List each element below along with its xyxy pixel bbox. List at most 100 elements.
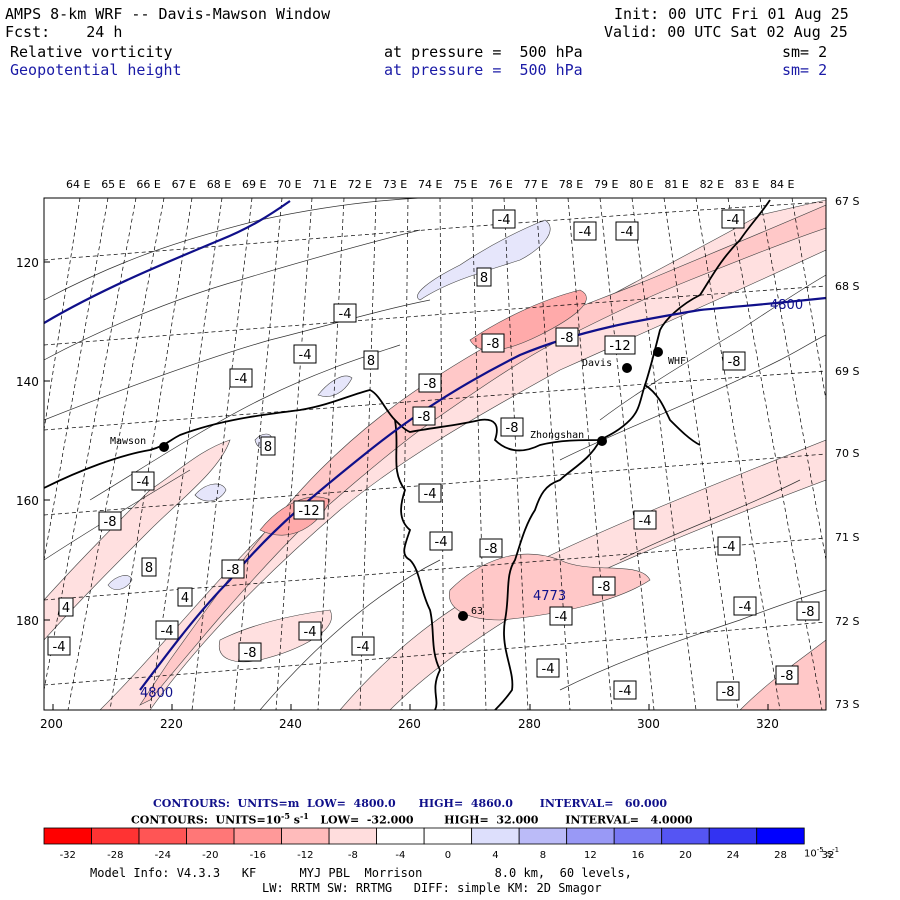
vort-label-text: 8 bbox=[145, 561, 153, 576]
lon-label: 66 E bbox=[136, 178, 160, 191]
contour-info-vort-exp2: -1 bbox=[299, 811, 309, 821]
vort-label-box: 8 bbox=[476, 267, 492, 287]
vort-pos-4 bbox=[107, 575, 133, 590]
lon-label: 69 E bbox=[242, 178, 266, 191]
vort-label-box: 8 bbox=[363, 350, 379, 370]
contour-info-vort-s: s bbox=[289, 813, 300, 827]
vort-label-text: -4 bbox=[435, 535, 448, 550]
height-contour-4800-north bbox=[44, 200, 291, 324]
field1-level: at pressure = 500 hPa bbox=[384, 43, 583, 61]
longitude-gridlines bbox=[44, 198, 826, 710]
map-title: AMPS 8-km WRF -- Davis-Mawson Window bbox=[5, 5, 331, 23]
colorbar-units-base: 10 bbox=[804, 848, 817, 860]
vort-label-text: -4 bbox=[424, 487, 437, 502]
vort-label-box: -8 bbox=[592, 576, 616, 596]
vort-label-box: -4 bbox=[293, 344, 317, 364]
colorbar-swatch bbox=[186, 827, 235, 845]
lon-label: 74 E bbox=[418, 178, 442, 191]
colorbar-swatch bbox=[43, 827, 92, 845]
lat-label: 72 S bbox=[835, 615, 859, 628]
vort-label-box: -4 bbox=[492, 209, 516, 229]
vort-label-text: -4 bbox=[555, 610, 568, 625]
vort-label-text: -8 bbox=[561, 331, 574, 346]
vort-label-box: -12 bbox=[604, 335, 636, 355]
vort-label-box: -8 bbox=[716, 681, 740, 701]
vort-label-text: 4 bbox=[181, 591, 189, 606]
colorbar-swatch bbox=[471, 827, 520, 845]
x-tick-300: 300 bbox=[637, 717, 660, 731]
lat-label: 68 S bbox=[835, 280, 859, 293]
vort-label-box: -4 bbox=[418, 483, 442, 503]
vort-label-box: -4 bbox=[733, 596, 757, 616]
vort-label-text: -4 bbox=[723, 540, 736, 555]
x-tick-320: 320 bbox=[756, 717, 779, 731]
vort-label-text: -4 bbox=[357, 640, 370, 655]
field2-smoothing: sm= 2 bbox=[782, 61, 828, 79]
colorbar-tick: 24 bbox=[727, 850, 740, 861]
valid-time: Valid: 00 UTC Sat 02 Aug 25 bbox=[604, 23, 848, 41]
vort-label-text: 8 bbox=[264, 440, 272, 455]
vort-label-text: -4 bbox=[727, 213, 740, 228]
vort-label-box: -4 bbox=[721, 209, 745, 229]
y-tick-140: 140 bbox=[16, 375, 39, 389]
longitude-labels: 64 E 65 E 66 E 67 E 68 E 69 E 70 E 71 E 72 E 73 E… bbox=[66, 178, 794, 191]
colorbar-swatch bbox=[756, 827, 805, 845]
vort-label-box: -8 bbox=[98, 511, 122, 531]
height-label-4773: 4773 bbox=[533, 589, 566, 604]
station-63-label: 63 bbox=[471, 606, 483, 617]
height-label-4800-ne: 4800 bbox=[770, 298, 803, 313]
colorbar-swatch bbox=[423, 827, 473, 845]
vort-label-box: -4 bbox=[549, 606, 573, 626]
init-time: Init: 00 UTC Fri 01 Aug 25 bbox=[614, 5, 849, 23]
colorbar-tick: -8 bbox=[348, 850, 358, 861]
x-tick-260: 260 bbox=[398, 717, 421, 731]
field2-name: Geopotential height bbox=[10, 61, 182, 79]
vort-pos-1 bbox=[417, 219, 551, 301]
vort-label-text: -8 bbox=[227, 563, 240, 578]
vort-label-box: -4 bbox=[131, 471, 155, 491]
vort-label-text: -12 bbox=[609, 339, 630, 354]
y-tick-160: 160 bbox=[16, 494, 39, 508]
vort-label-text: -4 bbox=[137, 475, 150, 490]
vort-label-box: -4 bbox=[615, 221, 639, 241]
x-axis: 200 220 240 260 280 300 320 bbox=[40, 704, 779, 731]
lat-label: 71 S bbox=[835, 531, 859, 544]
vort-label-text: -4 bbox=[304, 625, 317, 640]
vort-label-text: -4 bbox=[161, 624, 174, 639]
vort-pos-2 bbox=[317, 375, 353, 397]
vort-label-box: -8 bbox=[238, 642, 262, 662]
vort-label-box: 4 bbox=[58, 597, 74, 617]
vort-label-box: -4 bbox=[717, 536, 741, 556]
lon-label: 82 E bbox=[700, 178, 724, 191]
colorbar-swatch bbox=[281, 827, 330, 845]
forecast-hour: Fcst: 24 h bbox=[5, 23, 123, 41]
vort-label-text: -8 bbox=[506, 421, 519, 436]
y-axis: 120 140 160 180 bbox=[16, 256, 50, 628]
lon-label: 81 E bbox=[664, 178, 688, 191]
plot-frame bbox=[43, 197, 827, 711]
lon-label: 67 E bbox=[172, 178, 196, 191]
vort-label-text: -8 bbox=[598, 580, 611, 595]
lat-label: 69 S bbox=[835, 365, 859, 378]
colorbar-tick: 12 bbox=[584, 850, 597, 861]
vort-label-text: -8 bbox=[781, 669, 794, 684]
coastline bbox=[44, 199, 771, 710]
lat-label: 70 S bbox=[835, 447, 859, 460]
contour-info-height: CONTOURS: UNITS=m LOW= 4800.0 HIGH= 4860… bbox=[153, 797, 667, 810]
lon-label: 83 E bbox=[735, 178, 759, 191]
lon-label: 75 E bbox=[453, 178, 477, 191]
vort-label-box: -4 bbox=[47, 636, 71, 656]
height-contour-4800-main bbox=[139, 296, 826, 691]
contour-info-vort-title: CONTOURS: UNITS=10 bbox=[131, 813, 282, 827]
vort-label-box: -8 bbox=[418, 373, 442, 393]
lon-label: 70 E bbox=[277, 178, 301, 191]
lat-label: 67 S bbox=[835, 195, 859, 208]
lon-label: 72 E bbox=[348, 178, 372, 191]
contour-info-vorticity: CONTOURS: UNITS=10-5 s-1 LOW= -32.000 HI… bbox=[131, 811, 693, 827]
colorbar-tick: 4 bbox=[492, 850, 498, 861]
colorbar-tick: 8 bbox=[540, 850, 546, 861]
colorbar-swatch bbox=[328, 827, 378, 845]
colorbar-swatch bbox=[138, 827, 187, 845]
lon-label: 80 E bbox=[629, 178, 653, 191]
